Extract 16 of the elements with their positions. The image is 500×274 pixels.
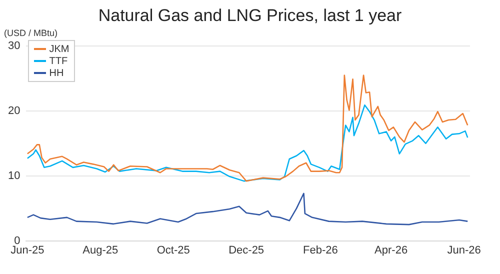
x-tick-label: Aug-25 (82, 244, 118, 256)
x-tick-label: Oct-25 (156, 244, 190, 256)
y-tick-label: 30 (8, 40, 20, 52)
legend-label: JKM (49, 44, 70, 54)
legend-label: HH (49, 68, 64, 78)
x-tick-label: Jun-25 (10, 244, 44, 256)
legend-label: TTF (49, 56, 68, 66)
chart-title: Natural Gas and LNG Prices, last 1 year (97, 6, 403, 26)
y-tick-label: 10 (8, 170, 20, 182)
y-tick-label: 0 (14, 234, 20, 247)
x-tick-label: Dec-25 (228, 244, 264, 256)
y-tick-label: 20 (8, 104, 20, 117)
x-tick-label: Feb-26 (303, 244, 338, 256)
x-tick-label: Jun-26 (447, 244, 481, 256)
x-tick-label: Apr-26 (374, 244, 408, 256)
y-axis-title: (USD / MBtu) (4, 28, 58, 38)
